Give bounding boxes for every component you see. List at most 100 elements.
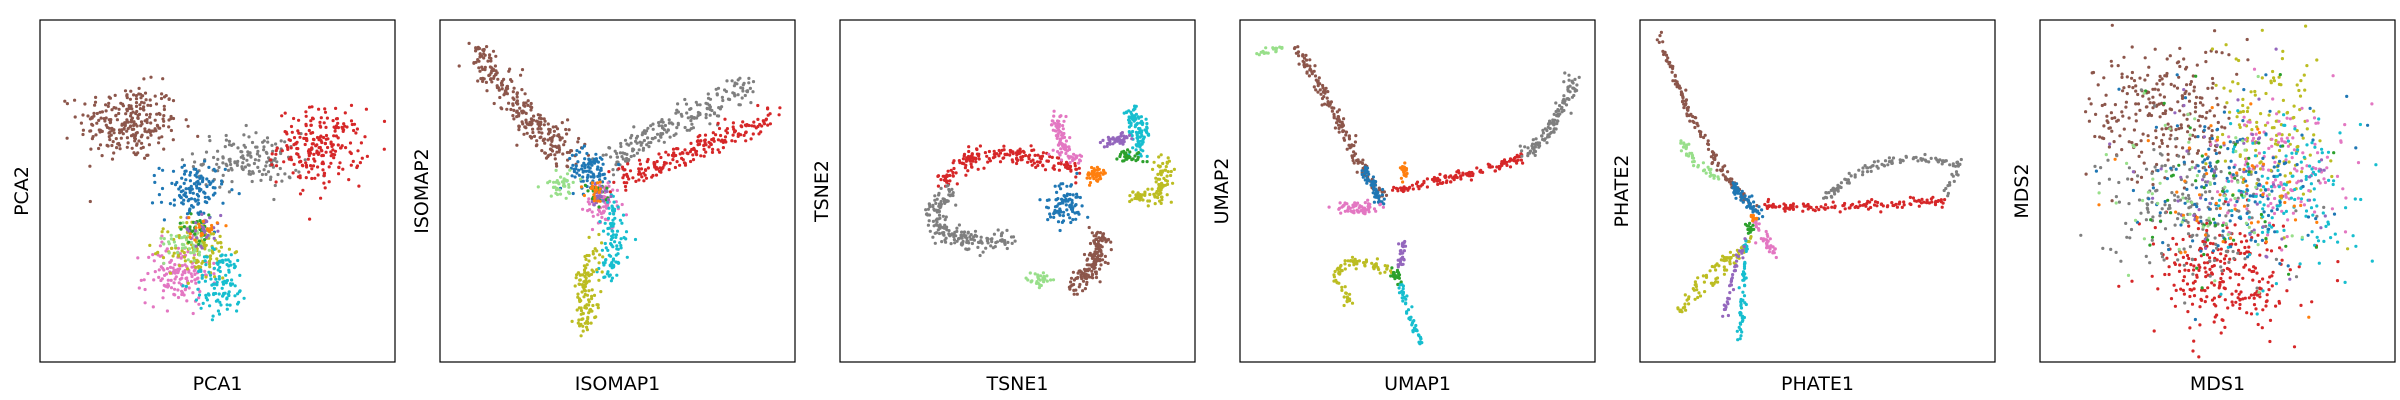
scatter-point <box>221 161 225 165</box>
scatter-point <box>130 146 134 150</box>
scatter-point <box>1140 133 1144 138</box>
scatter-point <box>1128 150 1132 154</box>
scatter-point <box>190 152 194 156</box>
scatter-point <box>610 261 614 265</box>
scatter-point <box>717 150 722 154</box>
scatter-point <box>721 146 726 150</box>
scatter-point <box>521 122 525 126</box>
scatter-point <box>1702 280 1706 284</box>
scatter-point <box>216 149 220 153</box>
scatter-point <box>584 276 588 280</box>
scatter-point <box>938 223 942 227</box>
scatter-point <box>100 154 104 158</box>
scatter-point <box>924 208 928 212</box>
scatter-point <box>200 273 205 277</box>
scatter-point <box>925 212 929 216</box>
scatter-point <box>171 266 175 270</box>
scatter-point <box>133 133 138 138</box>
scatter-point <box>546 181 550 185</box>
scatter-point <box>1296 45 1300 49</box>
scatter-point <box>495 84 499 88</box>
scatter-point <box>768 122 773 126</box>
scatter-point <box>1057 151 1061 155</box>
scatter-point <box>1361 209 1365 213</box>
scatter-point <box>603 189 608 193</box>
scatter-point <box>1469 178 1473 182</box>
scatter-point <box>217 259 221 264</box>
scatter-point <box>1414 323 1418 328</box>
scatter-point <box>1735 182 1739 186</box>
scatter-point <box>63 99 67 103</box>
scatter-point <box>167 125 171 129</box>
scatter-point <box>555 164 559 168</box>
scatter-point <box>723 135 728 139</box>
scatter-point <box>352 122 357 126</box>
scatter-point <box>1401 180 1405 184</box>
scatter-point <box>586 189 590 193</box>
scatter-point <box>1709 155 1713 159</box>
scatter-point <box>1337 126 1341 130</box>
scatter-point <box>1773 247 1777 251</box>
scatter-point <box>582 144 587 148</box>
scatter-point <box>643 173 647 177</box>
scatter-point <box>1726 313 1730 318</box>
scatter-point <box>617 162 621 167</box>
scatter-point <box>1077 166 1081 170</box>
scatter-points <box>457 41 782 338</box>
scatter-point <box>160 186 165 191</box>
scatter-point <box>1090 231 1094 235</box>
scatter-point <box>1339 211 1343 215</box>
scatter-point <box>1526 146 1530 150</box>
scatter-point <box>1948 181 1952 185</box>
scatter-point <box>322 181 326 185</box>
scatter-point <box>1876 159 1880 163</box>
scatter-point <box>1165 161 1169 165</box>
scatter-point <box>1745 224 1749 228</box>
scatter-point <box>1328 102 1332 106</box>
scatter-point <box>707 140 711 144</box>
scatter-point <box>1864 204 1868 208</box>
scatter-point <box>229 253 233 257</box>
scatter-point <box>571 180 575 184</box>
scatter-point <box>598 253 602 257</box>
scatter-point <box>1363 264 1367 268</box>
scatter-point <box>631 176 635 180</box>
scatter-point <box>1791 207 1795 211</box>
scatter-point <box>998 151 1003 155</box>
scatter-point <box>637 170 641 174</box>
scatter-point <box>611 245 615 249</box>
scatter-point <box>153 94 157 98</box>
scatter-point <box>1572 93 1576 98</box>
scatter-point <box>1748 221 1752 225</box>
scatter-point <box>1711 150 1715 154</box>
scatter-point <box>1134 159 1138 163</box>
scatter-point <box>1009 235 1014 239</box>
scatter-point <box>618 218 623 222</box>
scatter-point <box>1843 201 1847 206</box>
scatter-point <box>721 140 725 144</box>
scatter-point <box>173 287 177 291</box>
scatter-point <box>1118 141 1122 145</box>
scatter-point <box>1691 287 1695 291</box>
scatter-point <box>1858 204 1862 208</box>
scatter-point <box>1343 259 1347 263</box>
scatter-point <box>1753 209 1757 213</box>
scatter-point <box>169 128 173 133</box>
scatter-point <box>1086 273 1090 277</box>
scatter-point <box>1351 203 1355 207</box>
scatter-point <box>540 131 544 135</box>
scatter-point <box>159 96 164 101</box>
scatter-point <box>1314 78 1318 82</box>
scatter-point <box>287 175 291 179</box>
scatter-point <box>557 182 561 186</box>
scatter-point <box>702 147 706 151</box>
scatter-point <box>1894 202 1898 206</box>
scatter-point <box>708 122 712 126</box>
scatter-point <box>1823 195 1828 199</box>
scatter-point <box>1347 143 1351 147</box>
scatter-point <box>594 185 598 189</box>
scatter-point <box>587 279 591 283</box>
scatter-point <box>606 197 611 202</box>
scatter-point <box>271 165 275 169</box>
scatter-point <box>614 235 618 239</box>
